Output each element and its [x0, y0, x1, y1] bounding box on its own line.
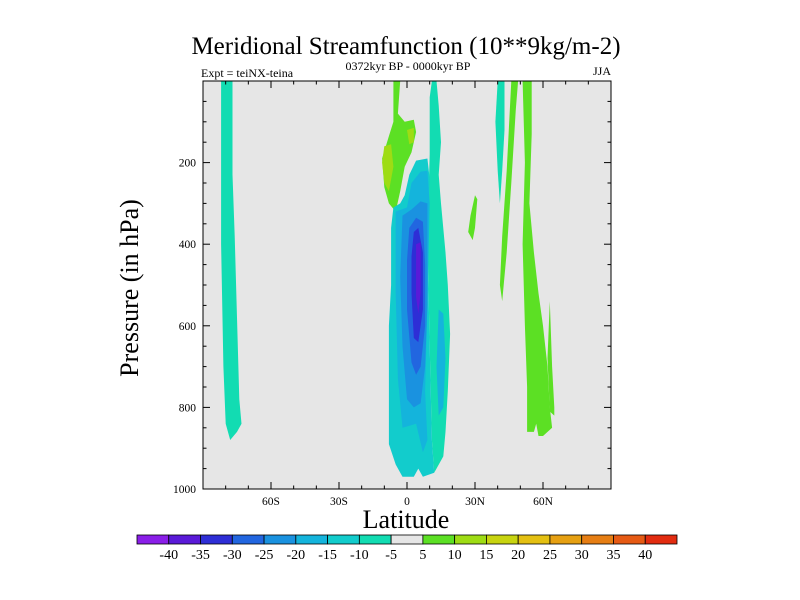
colorbar-swatch: [486, 534, 519, 545]
colorbar-swatch: [454, 534, 487, 545]
contour-region-small-positive-patch: [407, 127, 414, 145]
y-tick-label: 400: [179, 239, 197, 251]
colorbar-label: 30: [575, 548, 589, 563]
y-axis-label: Pressure (in hPa): [115, 199, 144, 377]
contour-regions: [221, 81, 555, 477]
colorbar-swatch: [644, 534, 678, 545]
colorbar-swatch: [263, 534, 297, 545]
chart-title: Meridional Streamfunction (10**9kg/m-2): [191, 33, 620, 60]
colorbar-label: 15: [479, 548, 493, 563]
colorbar-swatch: [231, 534, 265, 545]
colorbar-swatch: [168, 534, 201, 545]
colorbar-label: -10: [350, 548, 369, 563]
colorbar: -40 -35 -30 -25 -20 -15 -10 -5 5 10 15 20 25 30 35 40: [136, 534, 678, 563]
colorbar-label: 35: [606, 548, 620, 563]
x-tick-label: 0: [404, 496, 410, 508]
axis-ticks: 60S 30S 0 30N 60N 200 400 600 800 1000: [173, 81, 611, 508]
contour-region-nh-tropical-core: [436, 309, 446, 416]
colorbar-label: 40: [638, 548, 652, 563]
contour-region-upper-positive-core: [382, 144, 394, 192]
colorbar-label: -15: [318, 548, 337, 563]
contour-region-nh-40n-band: [495, 81, 505, 204]
colorbar-swatch: [327, 534, 360, 545]
colorbar-label: 10: [448, 548, 462, 563]
contour-region-negative-cell-35: [416, 242, 421, 314]
experiment-label: Expt = teiNX-teina: [201, 66, 294, 80]
colorbar-swatch: [517, 534, 551, 545]
y-tick-label: 600: [179, 321, 197, 333]
plot-area: 60S 30S 0 30N 60N 200 400 600 800 1000: [173, 80, 612, 508]
contour-region-positive-band-50n: [522, 81, 553, 436]
contour-region-positive-sliver-30n: [468, 195, 478, 241]
colorbar-swatch: [295, 534, 328, 545]
period-label: 0372kyr BP - 0000kyr BP: [346, 59, 471, 73]
colorbar-swatch: [358, 534, 392, 545]
colorbar-label: 5: [419, 548, 426, 563]
contour-region-sh-polar-band: [221, 81, 242, 440]
x-tick-label: 60S: [262, 496, 280, 508]
colorbar-label: -40: [159, 548, 178, 563]
colorbar-swatch: [200, 534, 233, 545]
colorbar-label: -25: [255, 548, 274, 563]
colorbar-label: -35: [191, 548, 210, 563]
contour-region-positive-band-40n: [499, 81, 519, 302]
y-tick-label: 800: [179, 402, 197, 414]
season-label: JJA: [593, 64, 611, 78]
colorbar-label: 20: [511, 548, 525, 563]
colorbar-label: 25: [543, 548, 557, 563]
colorbar-swatch: [549, 534, 583, 545]
contour-region-positive-right-lobe: [547, 301, 555, 416]
y-tick-label: 200: [179, 158, 197, 170]
colorbar-swatch: [136, 534, 170, 545]
colorbar-label: -5: [385, 548, 397, 563]
colorbar-swatch: [581, 534, 614, 545]
x-axis-label: Latitude: [363, 505, 450, 534]
colorbar-label: -20: [286, 548, 305, 563]
x-tick-label: 30N: [465, 496, 486, 508]
x-tick-label: 30S: [330, 496, 348, 508]
colorbar-label: -30: [223, 548, 242, 563]
y-tick-label: 1000: [173, 484, 196, 496]
colorbar-swatch: [613, 534, 646, 545]
x-tick-label: 60N: [533, 496, 554, 508]
colorbar-swatch: [422, 534, 456, 545]
colorbar-swatch: [390, 534, 424, 545]
